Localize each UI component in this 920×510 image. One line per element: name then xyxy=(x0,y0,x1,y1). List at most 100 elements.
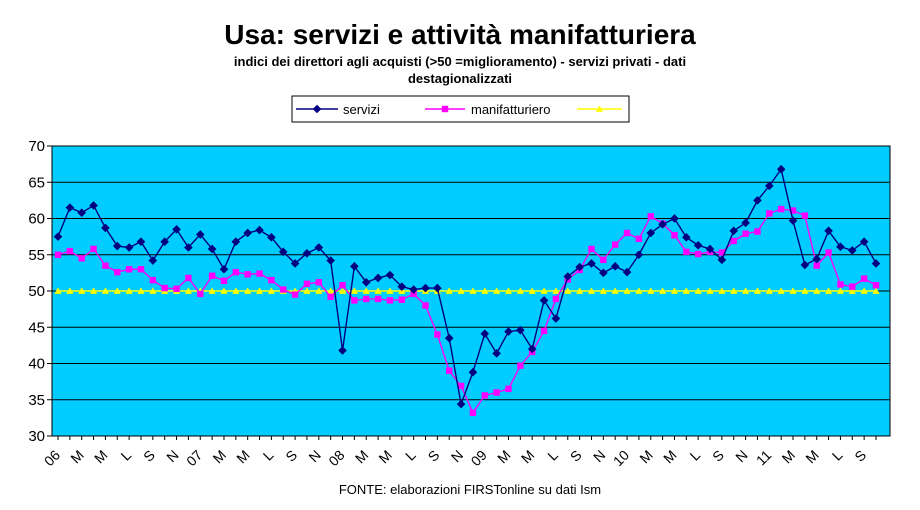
diamond-marker xyxy=(255,225,264,235)
square-marker xyxy=(446,367,453,374)
square-marker xyxy=(849,283,856,290)
triangle-marker xyxy=(232,287,240,294)
square-marker xyxy=(374,295,382,303)
triangle-marker xyxy=(54,287,62,294)
triangle-marker xyxy=(528,287,536,294)
triangle-marker xyxy=(765,287,773,294)
diamond-marker xyxy=(338,346,347,355)
diamond-marker xyxy=(516,325,525,335)
triangle-marker xyxy=(66,287,74,294)
square-marker xyxy=(742,230,749,237)
diamond-marker xyxy=(563,272,573,281)
square-marker xyxy=(777,205,785,213)
square-marker xyxy=(517,362,524,369)
legend-entry: manifatturiero xyxy=(425,102,550,117)
triangle-marker xyxy=(694,287,702,294)
x-tick-label: N xyxy=(590,447,608,465)
x-tick-label: M xyxy=(636,447,656,467)
triangle-marker xyxy=(860,287,868,294)
x-tick-label: S xyxy=(282,447,300,465)
square-marker xyxy=(837,281,844,288)
legend-entry xyxy=(577,105,622,112)
triangle-marker xyxy=(611,287,619,294)
diamond-marker xyxy=(207,244,217,254)
triangle-marker xyxy=(149,287,157,294)
triangle-marker xyxy=(848,287,856,294)
triangle-marker xyxy=(137,287,145,294)
diamond-marker xyxy=(385,270,395,280)
chart-title: Usa: servizi e attività manifatturiera xyxy=(224,19,696,50)
square-marker xyxy=(280,286,287,293)
square-marker xyxy=(410,290,417,298)
triangle-marker xyxy=(576,287,584,294)
y-tick-label: 40 xyxy=(28,356,45,373)
diamond-marker xyxy=(160,237,170,247)
diamond-marker xyxy=(433,283,442,293)
x-tick-label: M xyxy=(779,447,799,467)
diamond-marker xyxy=(112,241,122,251)
diamond-marker xyxy=(89,201,98,210)
triangle-marker xyxy=(125,287,133,294)
square-marker xyxy=(635,235,643,242)
square-marker xyxy=(647,213,654,220)
triangle-marker xyxy=(718,287,726,294)
square-marker xyxy=(125,266,133,273)
diamond-marker xyxy=(539,296,549,305)
x-tick-label: M xyxy=(210,447,230,467)
square-marker xyxy=(754,228,761,235)
x-tick-label: 10 xyxy=(610,447,632,469)
triangle-marker xyxy=(493,287,501,294)
series-line xyxy=(57,167,877,407)
triangle-marker xyxy=(220,287,228,294)
triangle-marker xyxy=(78,287,86,294)
triangle-marker xyxy=(872,287,880,294)
triangle-marker xyxy=(753,287,762,294)
triangle-marker xyxy=(457,287,465,294)
square-marker xyxy=(588,245,595,253)
diamond-marker xyxy=(776,164,786,174)
triangle-marker xyxy=(184,287,193,294)
square-marker xyxy=(232,268,240,276)
diamond-marker xyxy=(314,243,324,252)
diamond-marker xyxy=(717,255,727,265)
square-marker xyxy=(505,385,512,393)
diamond-marker xyxy=(302,248,312,258)
diamond-marker xyxy=(480,329,490,339)
x-tick-label: N xyxy=(163,447,181,465)
square-marker xyxy=(422,302,429,309)
diamond-marker xyxy=(267,233,276,242)
x-tick-label: L xyxy=(117,447,134,464)
square-marker xyxy=(386,297,394,304)
series-line xyxy=(57,208,877,415)
x-tick-label: M xyxy=(375,447,395,467)
square-marker xyxy=(114,268,121,276)
diamond-marker xyxy=(764,181,774,191)
triangle-marker xyxy=(208,287,216,294)
square-marker xyxy=(102,262,109,269)
diamond-marker xyxy=(705,244,715,254)
triangle-marker xyxy=(682,287,690,294)
triangle-marker xyxy=(801,287,809,294)
triangle-marker xyxy=(338,287,347,294)
triangle-marker xyxy=(350,287,358,294)
triangle-marker xyxy=(445,287,453,294)
x-tick-label: M xyxy=(233,447,253,467)
diamond-marker xyxy=(373,273,383,283)
square-marker xyxy=(789,207,797,214)
triangle-marker xyxy=(789,287,797,294)
x-tick-label: L xyxy=(544,447,561,464)
square-marker xyxy=(825,249,832,256)
y-tick-label: 30 xyxy=(28,428,45,445)
x-tick-label: M xyxy=(494,447,514,467)
diamond-marker xyxy=(836,242,845,252)
square-marker xyxy=(173,285,180,293)
diamond-marker xyxy=(492,349,501,358)
square-marker xyxy=(363,295,370,303)
square-marker xyxy=(161,284,168,292)
square-marker xyxy=(457,382,465,390)
triangle-marker xyxy=(101,287,110,294)
x-tick-label: S xyxy=(709,447,727,465)
chart-subtitle-line-1: indici dei direttori agli acquisti (>50 … xyxy=(234,54,686,69)
square-marker xyxy=(54,251,62,258)
triangle-marker xyxy=(659,287,667,294)
